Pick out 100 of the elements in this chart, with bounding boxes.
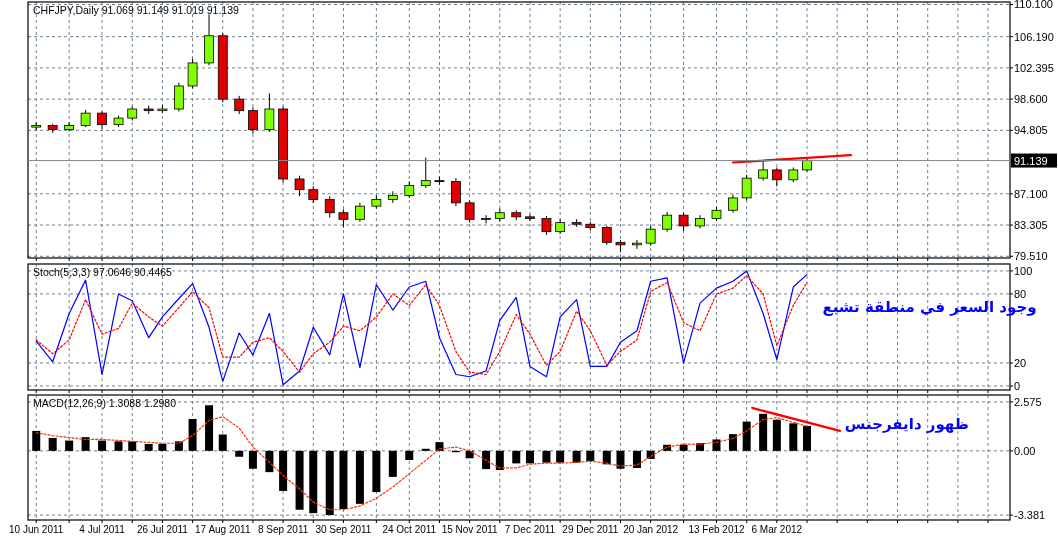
x-tick-label: 10 Jun 2011 xyxy=(9,524,64,535)
bar xyxy=(32,430,41,451)
candlestick xyxy=(525,213,535,222)
bar xyxy=(421,448,430,451)
bar xyxy=(265,450,274,473)
x-tick-label: 17 Aug 2011 xyxy=(195,524,251,535)
y-tick-label: -3.381 xyxy=(1014,509,1046,522)
bar xyxy=(339,450,348,509)
bar xyxy=(542,450,551,463)
candlestick xyxy=(355,202,365,223)
candlestick xyxy=(758,160,769,182)
bar xyxy=(728,434,737,451)
x-tick-label: 26 Jul 2011 xyxy=(136,524,189,535)
candlestick xyxy=(248,106,258,135)
chart-title: MACD(12,26,9) 1.3088 1.2980 xyxy=(33,397,177,409)
candlestick xyxy=(338,208,349,229)
candlestick xyxy=(771,166,782,187)
candlestick xyxy=(173,82,184,112)
bar xyxy=(789,423,798,451)
bar xyxy=(482,450,491,470)
candlestick xyxy=(324,195,335,219)
bar xyxy=(495,450,504,471)
bar xyxy=(512,450,521,464)
bar xyxy=(128,441,137,451)
candlestick xyxy=(645,225,656,247)
candlestick xyxy=(464,199,475,224)
bar xyxy=(235,450,244,457)
bar xyxy=(355,450,364,504)
bar xyxy=(205,405,214,451)
bar xyxy=(372,450,381,493)
bar xyxy=(309,450,318,514)
x-tick-label: 13 Feb 2012 xyxy=(688,524,746,535)
bar xyxy=(679,444,688,451)
candlestick xyxy=(481,214,491,224)
bar xyxy=(772,419,781,451)
candlestick xyxy=(741,174,752,201)
bar xyxy=(435,442,444,451)
bar xyxy=(65,440,74,451)
bar xyxy=(325,450,334,516)
y-tick-label: 110.100 xyxy=(1014,0,1053,11)
candlestick xyxy=(601,225,612,246)
bar xyxy=(759,413,768,451)
bar xyxy=(81,437,90,451)
x-tick-label: 20 Jan 2012 xyxy=(623,524,679,535)
y-tick-label: 100 xyxy=(1014,264,1033,277)
x-tick-label: 15 Nov 2011 xyxy=(441,524,499,535)
bar xyxy=(602,450,611,465)
x-tick-label: 30 Sep 2011 xyxy=(315,524,372,535)
bar xyxy=(295,450,304,510)
bar xyxy=(616,450,625,469)
bar xyxy=(405,450,414,460)
candlestick xyxy=(420,157,431,189)
bar xyxy=(632,450,641,468)
candlestick xyxy=(234,95,245,115)
bar xyxy=(556,450,565,463)
bar xyxy=(525,450,534,464)
chart-title: Stoch(5,3,3) 97.0646 90.4465 xyxy=(33,266,173,278)
x-tick-label: 6 Mar 2012 xyxy=(751,524,803,535)
y-tick-label: 98.600 xyxy=(1014,93,1048,106)
x-tick-label: 29 Dec 2011 xyxy=(562,524,619,535)
bar xyxy=(742,421,751,451)
y-tick-label: 80 xyxy=(1014,287,1027,300)
annotation: ظهور دايفرجنس xyxy=(844,414,969,433)
bar xyxy=(144,444,153,451)
y-tick-label: 94.805 xyxy=(1014,124,1048,137)
line-series xyxy=(35,416,808,511)
candlestick xyxy=(541,215,552,236)
bar xyxy=(388,450,397,477)
bar xyxy=(218,434,227,451)
candlestick xyxy=(728,194,738,214)
y-tick-label: 83.305 xyxy=(1014,219,1048,232)
chart-title: CHFJPY,Daily 91.069 91.149 91.019 91.139 xyxy=(33,4,240,16)
bar xyxy=(248,450,257,469)
y-tick-label: 87.100 xyxy=(1014,187,1048,200)
ref-line-label: 91.139 xyxy=(1014,154,1048,167)
x-tick-label: 7 Dec 2011 xyxy=(504,524,556,535)
candlestick xyxy=(264,92,275,133)
bar xyxy=(114,441,123,451)
y-tick-label: 0 xyxy=(1014,379,1021,392)
y-tick-label: 106.190 xyxy=(1014,30,1054,43)
y-tick-label: 2.575 xyxy=(1014,395,1042,408)
y-tick-label: 102.395 xyxy=(1014,61,1054,74)
bar xyxy=(586,450,595,461)
bar xyxy=(48,437,57,451)
x-tick-label: 4 Jul 2011 xyxy=(79,524,126,535)
x-tick-label: 8 Sep 2011 xyxy=(257,524,309,535)
bar xyxy=(188,418,197,451)
candlestick xyxy=(187,58,198,89)
candlestick xyxy=(678,212,689,232)
y-tick-label: 79.510 xyxy=(1014,250,1048,263)
y-tick-label: 20 xyxy=(1014,356,1027,369)
bar xyxy=(98,440,107,451)
bar xyxy=(158,444,167,451)
x-tick-label: 24 Oct 2011 xyxy=(382,524,437,535)
candlestick xyxy=(662,211,673,233)
bar xyxy=(803,425,812,451)
y-tick-label: 0.00 xyxy=(1014,444,1036,457)
candlestick xyxy=(451,177,461,207)
bar xyxy=(712,439,721,451)
bar xyxy=(279,450,288,491)
